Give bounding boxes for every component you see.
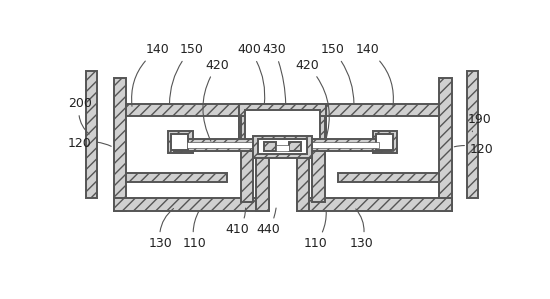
Bar [168,131,192,153]
Bar [253,136,312,158]
Text: 150: 150 [320,43,354,104]
Text: 120: 120 [454,143,494,156]
Bar [239,104,326,145]
Bar [376,135,393,150]
Bar [264,142,277,151]
Bar [296,119,309,211]
Bar [86,71,97,198]
Bar [241,116,253,202]
Text: 190: 190 [468,112,491,132]
Bar [258,139,307,155]
Bar [338,173,439,182]
Bar [186,142,379,148]
Text: 140: 140 [355,43,393,106]
Bar [114,78,126,211]
Text: 420: 420 [295,59,329,141]
Text: 130: 130 [148,208,173,250]
Bar [439,78,452,211]
Bar [126,173,227,182]
Bar [289,142,301,151]
Bar [277,145,289,151]
Text: 110: 110 [183,211,206,250]
Text: 410: 410 [226,208,250,237]
Text: 150: 150 [169,43,203,104]
Bar [372,131,397,153]
Bar [312,116,324,202]
Text: 400: 400 [238,43,265,104]
Text: 130: 130 [350,209,373,250]
Bar [467,71,478,198]
Bar [245,110,320,139]
Bar [239,104,326,145]
Text: 110: 110 [304,211,327,250]
Text: 420: 420 [203,59,229,141]
Text: 200: 200 [68,97,91,134]
Text: 120: 120 [68,137,111,150]
Text: 140: 140 [131,43,170,106]
Bar [114,198,269,211]
Bar [126,104,439,116]
Bar [296,198,452,211]
Text: 440: 440 [257,208,280,237]
Bar [171,135,188,150]
Text: 430: 430 [262,43,286,104]
Bar [256,119,269,211]
Bar [174,139,391,151]
